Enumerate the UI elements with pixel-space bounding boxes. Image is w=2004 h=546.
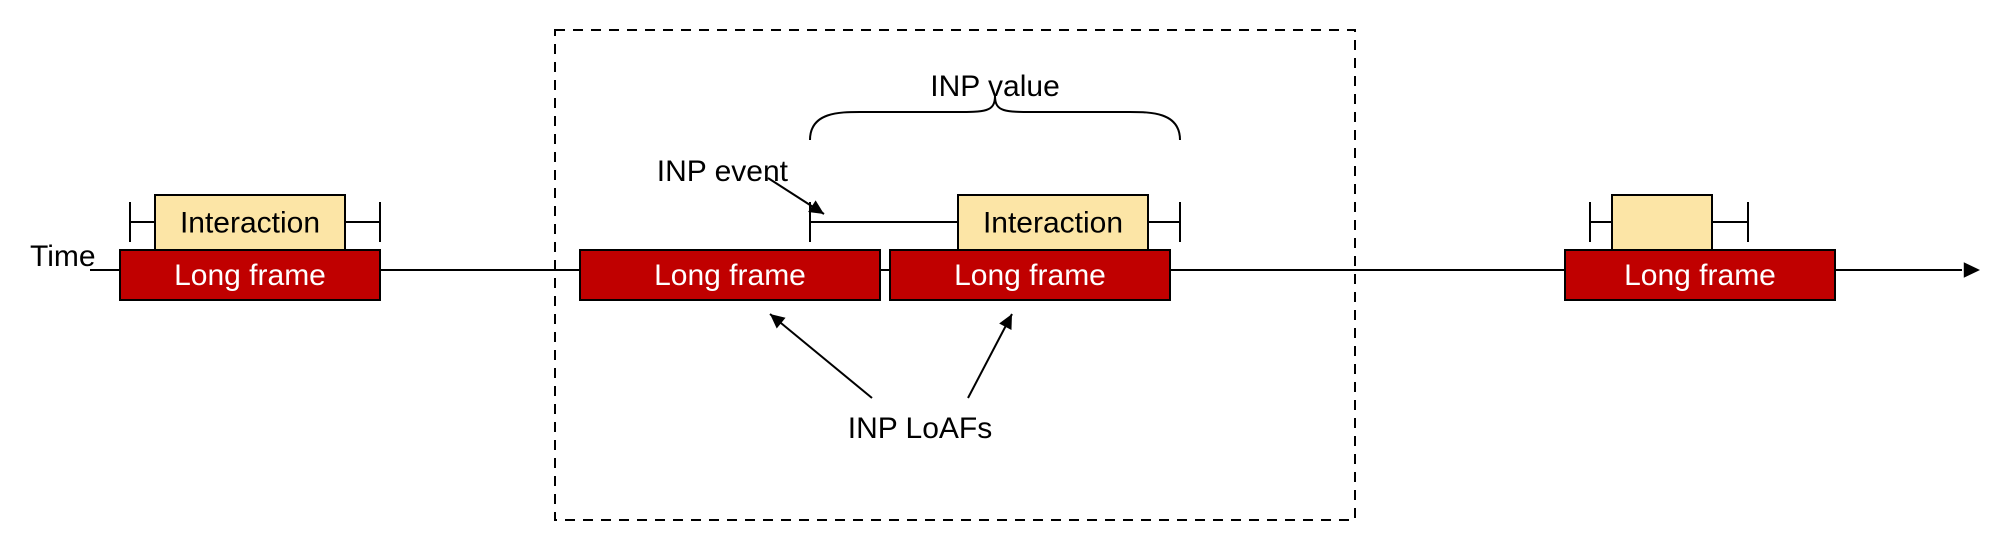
long-frame-label: Long frame: [954, 259, 1106, 292]
long-frame-label: Long frame: [174, 259, 326, 292]
inp-loafs-label: INP LoAFs: [848, 412, 993, 445]
inp-loafs-arrow: [770, 314, 872, 398]
interaction-label: Interaction: [180, 206, 320, 239]
interaction-box: [1612, 195, 1712, 250]
long-frame-label: Long frame: [654, 259, 806, 292]
time-axis-label: Time: [30, 240, 96, 273]
arrowhead: [1964, 262, 1980, 278]
interaction-label: Interaction: [983, 206, 1123, 239]
arrowhead: [770, 314, 786, 329]
inp-value-label: INP value: [930, 70, 1060, 103]
long-frame-label: Long frame: [1624, 259, 1776, 292]
inp-event-label: INP event: [657, 155, 789, 188]
